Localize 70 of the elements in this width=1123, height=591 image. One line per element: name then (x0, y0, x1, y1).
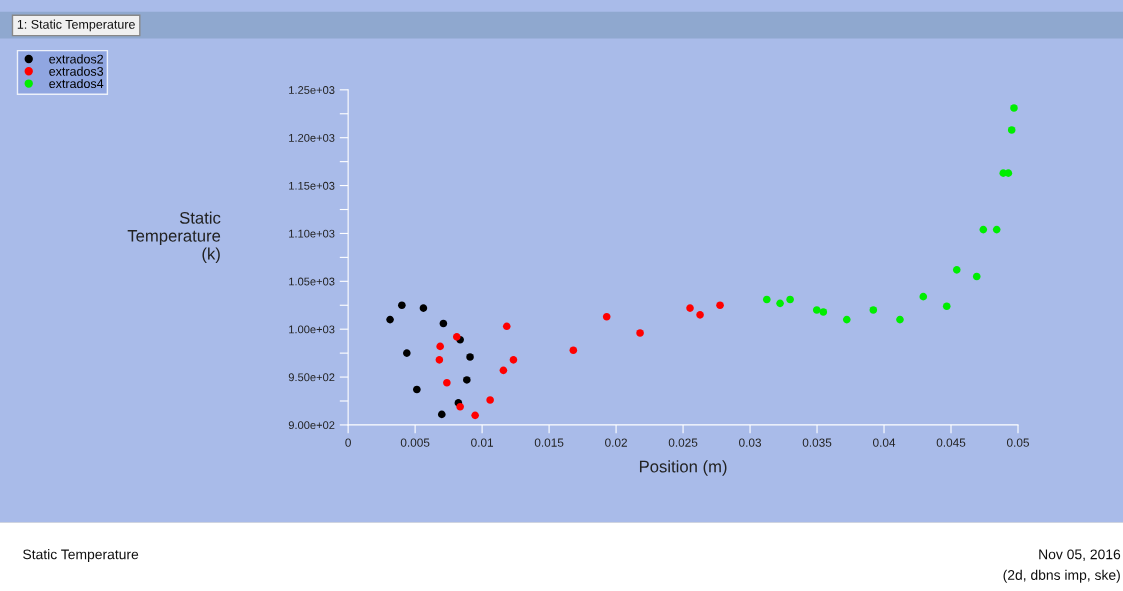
point (992, 225, 1001, 234)
legend-label: extrados3 (49, 66, 104, 76)
x-axis-title: Position (m) (639, 460, 727, 476)
point (509, 356, 518, 364)
point (979, 225, 988, 234)
point (419, 304, 428, 312)
x-tick-label: 0.015 (534, 438, 564, 447)
legend-label: extrados2 (49, 54, 103, 64)
x-tick-label: 0.04 (873, 438, 896, 447)
x-tick-label: 0.005 (400, 438, 430, 447)
point (776, 299, 784, 308)
point (919, 292, 928, 301)
y-tick-label: 1.25e+03 (289, 86, 335, 94)
y-tick-label: 9.50e+02 (288, 373, 335, 382)
point (463, 376, 471, 384)
text: 1: Static Temperature (17, 19, 135, 32)
point (569, 346, 578, 355)
point (386, 315, 394, 324)
point (952, 266, 961, 274)
point (499, 366, 508, 375)
point (502, 322, 511, 331)
x-tick-label: 0 (345, 438, 351, 447)
legend-label: extrados4 (49, 78, 104, 89)
y-tick-label: 9.00e+02 (288, 421, 335, 430)
point (456, 402, 464, 411)
point (435, 356, 444, 364)
x-tick-label: 0.025 (668, 438, 698, 447)
y-tick-label: 1.15e+03 (289, 181, 335, 190)
point (452, 333, 461, 341)
point (896, 315, 904, 324)
y-axis-title: Static Temperature (k) (127, 211, 221, 263)
point (786, 295, 794, 304)
point (819, 308, 828, 316)
point (1010, 104, 1018, 112)
point (403, 349, 411, 357)
point (686, 304, 694, 312)
point (636, 329, 644, 337)
text: Nov 05, 2016 (1039, 549, 1121, 561)
point (1007, 126, 1016, 134)
y-tick-label: 1.10e+03 (289, 229, 335, 238)
point (972, 272, 981, 281)
x-tick-label: 0.045 (936, 438, 966, 447)
point (471, 411, 479, 420)
y-tick-label: 1.05e+03 (289, 277, 335, 286)
point (443, 379, 451, 387)
point (437, 410, 446, 419)
x-tick-label: 0.03 (739, 438, 762, 447)
y-tick-label: 1.20e+03 (289, 133, 335, 142)
text: (2d, dbns imp, ske) (1003, 569, 1120, 583)
x-tick-label: 0.02 (605, 438, 627, 447)
point (602, 312, 611, 321)
point (942, 302, 951, 311)
point (398, 301, 406, 310)
y-tick-label: 1.00e+03 (289, 325, 335, 334)
point (869, 306, 878, 314)
point (466, 353, 474, 361)
point (486, 396, 494, 404)
point (413, 385, 421, 394)
point (716, 301, 724, 310)
point (439, 319, 448, 328)
x-tick-label: 0.035 (802, 438, 832, 447)
point (1004, 169, 1013, 177)
x-tick-label: 0.05 (1006, 438, 1029, 447)
point (812, 306, 821, 314)
point (842, 315, 851, 324)
point (762, 295, 771, 304)
point (696, 311, 704, 319)
x-tick-label: 0.01 (471, 438, 494, 447)
point (436, 342, 444, 351)
text: Static Temperature (23, 549, 139, 563)
